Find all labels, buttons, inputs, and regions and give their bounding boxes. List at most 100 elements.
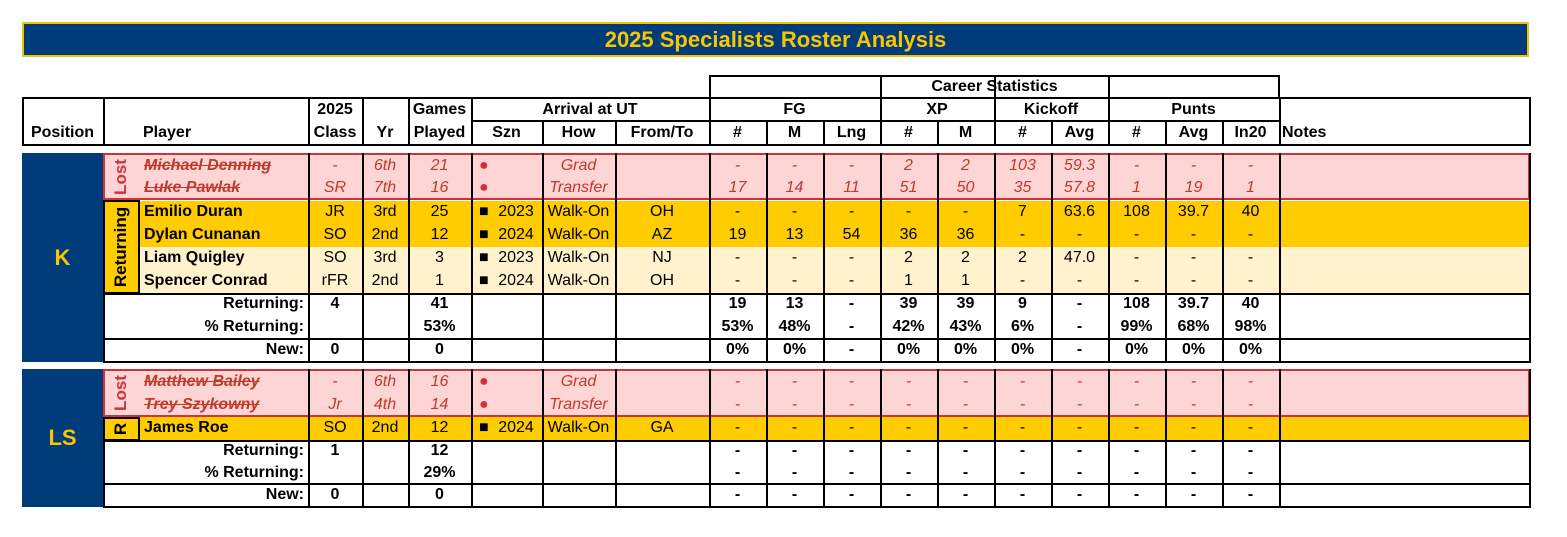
arrival-bullet: ■ xyxy=(479,419,489,436)
arrival-bullet: ● xyxy=(479,179,489,196)
summary-stat: - xyxy=(1190,486,1197,503)
summary-stat: - xyxy=(1190,442,1197,459)
body-col-line xyxy=(542,369,544,506)
player-name: Liam Quigley xyxy=(144,249,245,266)
lost-band xyxy=(103,153,1530,200)
xp-header: XP xyxy=(926,101,948,118)
returning-row-fill xyxy=(138,224,1529,247)
summary-stat: 13 xyxy=(785,295,804,312)
summary-stat: - xyxy=(1076,318,1083,335)
player-name: Matthew Bailey xyxy=(144,373,260,390)
how-cell: Transfer xyxy=(549,179,608,196)
class-cell: SO xyxy=(323,419,347,436)
summary-stat: 39 xyxy=(899,295,918,312)
body-col-line xyxy=(1529,369,1531,506)
stat-cell: - xyxy=(1247,249,1254,266)
body-col-line xyxy=(1051,369,1053,506)
summary-stat: 0% xyxy=(1010,341,1035,358)
stat-cell: 13 xyxy=(785,226,804,243)
from-to-cell: GA xyxy=(650,419,674,436)
stat-cell: - xyxy=(848,203,855,220)
stat-cell: - xyxy=(1076,373,1083,390)
body-col-line xyxy=(766,369,768,506)
header-group-line xyxy=(880,75,882,145)
summary-class: 0 xyxy=(330,486,340,503)
stat-cell: 2 xyxy=(904,157,913,174)
summary-stat: - xyxy=(848,486,855,503)
notes-header: Notes xyxy=(1282,124,1327,141)
games-cell: 25 xyxy=(430,203,449,220)
games-header: Played xyxy=(413,124,466,141)
stat-cell: 7 xyxy=(1018,203,1027,220)
from-to-header: From/To xyxy=(630,124,694,141)
summary-stat: - xyxy=(905,486,912,503)
arrival-header: Arrival at UT xyxy=(542,101,638,118)
stat-cell: - xyxy=(848,373,855,390)
body-col-line xyxy=(1222,153,1224,361)
stat-cell: - xyxy=(791,396,798,413)
stat-cell: - xyxy=(734,203,741,220)
stat-cell: 19 xyxy=(728,226,747,243)
group-bottom-line xyxy=(103,506,1531,508)
group-bottom-line xyxy=(103,361,1531,363)
stat-col-header: # xyxy=(1018,124,1027,141)
summary-games: 41 xyxy=(430,295,449,312)
summary-label: % Returning: xyxy=(204,318,304,335)
stat-cell: - xyxy=(734,249,741,266)
body-col-line xyxy=(1108,153,1110,361)
position-box: K xyxy=(22,153,103,362)
summary-stat: - xyxy=(962,442,969,459)
body-col-line xyxy=(408,369,410,506)
from-to-cell: OH xyxy=(650,272,674,289)
szn-cell: 2024 xyxy=(498,272,534,289)
stat-col-header: # xyxy=(733,124,742,141)
body-col-line xyxy=(615,153,617,361)
yr-cell: 3rd xyxy=(373,203,397,220)
summary-stat: 0% xyxy=(1238,341,1263,358)
arrival-bullet: ● xyxy=(479,373,489,390)
from-to-cell: AZ xyxy=(651,226,673,243)
stat-cell: 39.7 xyxy=(1177,203,1210,220)
body-col-line xyxy=(1279,369,1281,506)
header-col-line xyxy=(362,98,364,145)
body-col-line xyxy=(362,153,364,361)
how-cell: Grad xyxy=(560,157,597,174)
stat-cell: - xyxy=(1133,419,1140,436)
stat-col-header: M xyxy=(958,124,973,141)
header-col-line xyxy=(308,98,310,145)
summary-class: 4 xyxy=(330,295,340,312)
position-label: K xyxy=(54,244,71,270)
stat-col-header: # xyxy=(1132,124,1141,141)
stat-cell: - xyxy=(962,419,969,436)
stat-cell: - xyxy=(1076,396,1083,413)
header-col-line xyxy=(22,98,24,145)
stat-cell: - xyxy=(1019,226,1026,243)
stat-cell: - xyxy=(791,272,798,289)
summary-stat: 108 xyxy=(1123,295,1150,312)
summary-stat: - xyxy=(734,486,741,503)
stat-cell: 50 xyxy=(956,179,975,196)
yr-cell: 2nd xyxy=(371,226,399,243)
summary-stat: 53% xyxy=(721,318,754,335)
class-header: Class xyxy=(313,124,357,141)
stat-cell: - xyxy=(1019,396,1026,413)
yr-cell: 7th xyxy=(373,179,397,196)
stat-cell: - xyxy=(1076,226,1083,243)
header-group-line xyxy=(709,75,711,145)
stat-cell: 2 xyxy=(1018,249,1027,266)
stat-cell: 108 xyxy=(1123,203,1150,220)
summary-new-line xyxy=(103,338,1531,340)
stat-cell: - xyxy=(1133,249,1140,266)
stat-cell: - xyxy=(848,249,855,266)
summary-stat: - xyxy=(1133,442,1140,459)
how-cell: Walk-On xyxy=(547,272,610,289)
class-cell: JR xyxy=(325,203,345,220)
stat-cell: - xyxy=(1247,272,1254,289)
stat-cell: - xyxy=(1190,157,1197,174)
kickoff-header: Kickoff xyxy=(1023,101,1079,118)
body-col-line xyxy=(823,369,825,506)
body-col-line xyxy=(1108,369,1110,506)
stat-cell: 40 xyxy=(1241,203,1260,220)
how-header: How xyxy=(561,124,596,141)
stat-cell: - xyxy=(1133,226,1140,243)
